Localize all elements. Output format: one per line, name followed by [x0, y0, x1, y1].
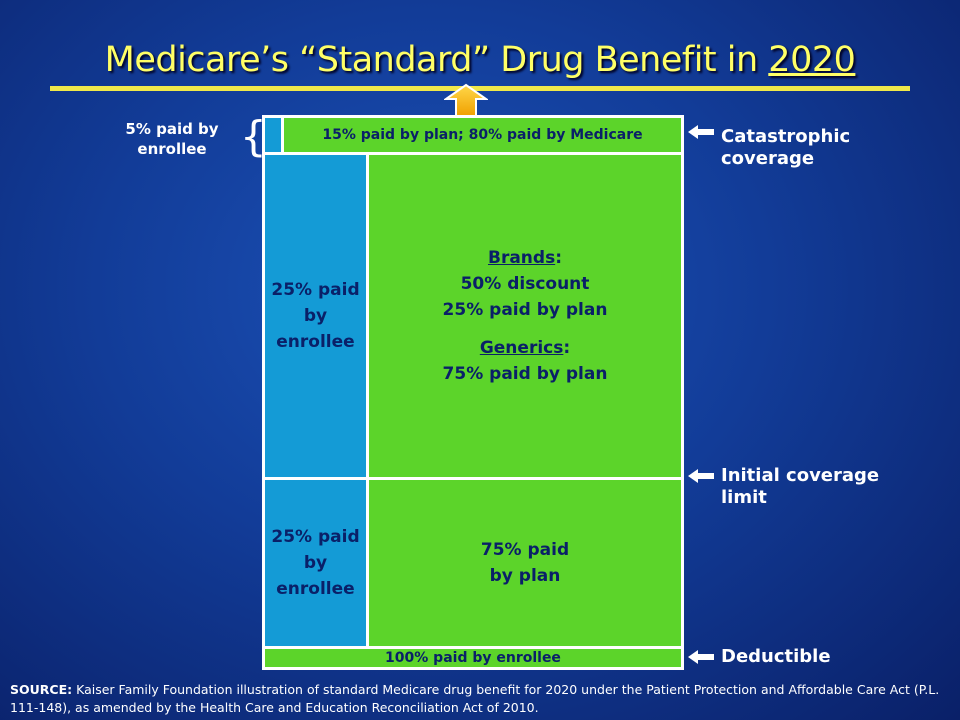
- brands-discount: 50% discount: [460, 274, 590, 294]
- title-text: Medicare’s “Standard” Drug Benefit in: [104, 40, 769, 80]
- generics-heading: Generics: [479, 338, 564, 358]
- title-year: 2020: [768, 40, 856, 80]
- initial-coverage-plan-box: 75% paid by plan: [366, 477, 684, 649]
- initial-coverage-plan-label: 75% paid by plan: [480, 540, 570, 586]
- coverage-gap-enrollee-label: 25% paid by enrollee: [271, 280, 360, 352]
- curly-brace-icon: {: [240, 112, 267, 161]
- catastrophic-plan-label: 15% paid by plan; 80% paid by Medicare: [322, 127, 643, 143]
- catastrophic-coverage-label: Catastrophic coverage: [721, 126, 851, 169]
- catastrophic-enrollee-label: 5% paid by enrollee: [125, 120, 219, 158]
- page-title: Medicare’s “Standard” Drug Benefit in 20…: [0, 40, 960, 80]
- deductible-side-label: Deductible: [721, 646, 831, 667]
- source-prefix: SOURCE:: [10, 682, 73, 697]
- source-note: SOURCE: Kaiser Family Foundation illustr…: [10, 681, 950, 717]
- deductible-label: 100% paid by enrollee: [385, 650, 561, 666]
- left-arrow-icon: [688, 125, 714, 139]
- initial-coverage-limit-label: Initial coverage limit: [721, 465, 880, 508]
- coverage-gap-enrollee-box: 25% paid by enrollee: [262, 152, 369, 480]
- brands-plan: 25% paid by plan: [442, 300, 608, 320]
- left-arrow-icon: [688, 650, 714, 664]
- source-text: Kaiser Family Foundation illustration of…: [10, 682, 940, 715]
- deductible-box: 100% paid by enrollee: [262, 646, 684, 670]
- left-arrow-icon: [688, 469, 714, 483]
- generics-plan: 75% paid by plan: [442, 364, 608, 384]
- catastrophic-plan-box: 15% paid by plan; 80% paid by Medicare: [281, 115, 684, 155]
- brands-block: Brands: 50% discount 25% paid by plan: [443, 245, 608, 323]
- up-arrow-icon: [444, 83, 488, 117]
- initial-coverage-enrollee-label: 25% paid by enrollee: [271, 527, 360, 599]
- generics-block: Generics: 75% paid by plan: [443, 335, 608, 387]
- coverage-gap-plan-box: Brands: 50% discount 25% paid by plan Ge…: [366, 152, 684, 480]
- brands-heading: Brands: [487, 248, 556, 268]
- initial-coverage-enrollee-box: 25% paid by enrollee: [262, 477, 369, 649]
- title-underline: [50, 86, 910, 91]
